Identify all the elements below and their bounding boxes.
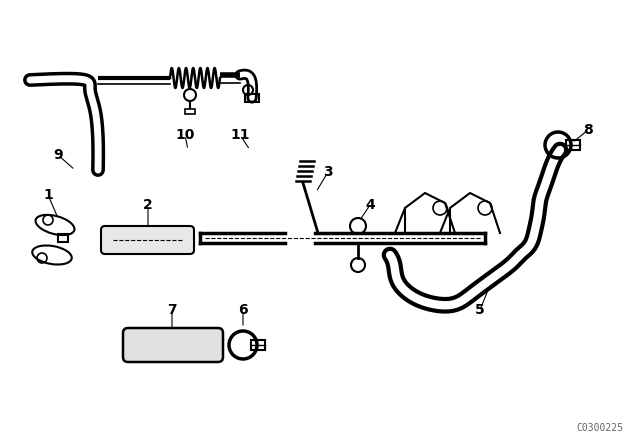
Text: C0300225: C0300225 <box>577 423 623 433</box>
Text: 8: 8 <box>583 123 593 137</box>
Text: 11: 11 <box>230 128 250 142</box>
Text: 10: 10 <box>175 128 195 142</box>
Text: 2: 2 <box>143 198 153 212</box>
Bar <box>245 94 259 102</box>
FancyBboxPatch shape <box>123 328 223 362</box>
Text: 4: 4 <box>365 198 375 212</box>
Text: 3: 3 <box>323 165 333 179</box>
Bar <box>251 340 265 350</box>
Text: 7: 7 <box>167 303 177 317</box>
Bar <box>58 234 68 242</box>
Text: 6: 6 <box>238 303 248 317</box>
Text: 1: 1 <box>43 188 53 202</box>
Text: 9: 9 <box>53 148 63 162</box>
FancyBboxPatch shape <box>101 226 194 254</box>
Bar <box>566 140 580 150</box>
Bar <box>185 109 195 114</box>
Text: 5: 5 <box>475 303 485 317</box>
